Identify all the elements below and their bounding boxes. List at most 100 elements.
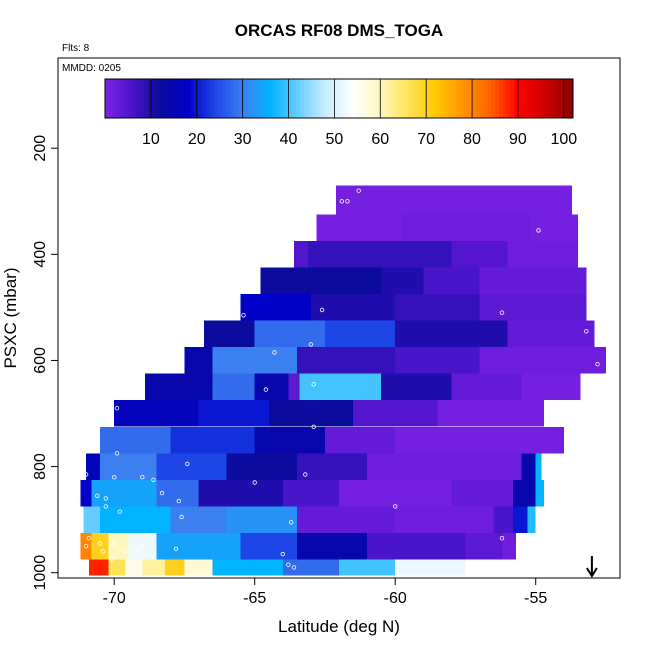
sample-point [114,451,120,456]
heatmap-cell [282,559,339,576]
heatmap-cell [479,347,606,374]
heatmap-cell [535,479,545,507]
colorbar-swatch [475,79,480,118]
sample-point [319,307,325,313]
heatmap-cell [400,214,531,241]
colorbar-swatch [463,79,469,118]
heatmap-cell [204,320,255,348]
colorbar-swatch [510,79,516,118]
heatmap-cell [282,479,339,507]
sample-point [272,350,277,355]
colorbar-swatch [233,79,239,118]
colorbar-swatch [284,79,289,118]
x-tick-label: -55 [524,590,547,607]
colorbar-tick-label: 30 [234,131,252,148]
y-tick-label: 200 [32,135,49,162]
date-annotation: MMDD: 0205 [62,63,121,74]
heatmap-cell [324,320,396,348]
heatmap-cell [294,241,309,268]
colorbar-swatch [183,79,188,118]
heatmap-cell [479,294,587,321]
heatmap-cell [395,559,466,576]
colorbar-swatch [436,79,441,118]
colorbar-swatch [222,79,227,118]
colorbar-swatch [120,79,126,118]
colorbar-swatch [393,79,399,118]
heatmap-cell [254,320,325,348]
sample-point [339,199,344,204]
heatmap-cell [381,267,424,295]
colorbar-swatch [175,79,180,118]
sample-point [311,424,316,429]
colorbar-tick-label: 70 [417,131,435,148]
colorbar-swatch [350,79,356,118]
sample-point [159,490,165,496]
sample-point [134,549,139,554]
colorbar-swatch [108,79,114,118]
heatmap-cell [164,559,185,576]
y-tick-label: 1000 [32,555,49,591]
heatmap-cell [395,294,480,321]
colorbar-tick-label: 40 [280,131,298,148]
colorbar-swatch [292,79,297,118]
colorbar-swatch [541,79,547,118]
sample-point [111,541,117,546]
sample-point [114,406,120,411]
heatmap-cell [114,400,199,427]
heatmap-cell [521,373,581,401]
colorbar-tick-label: 10 [142,131,160,148]
x-tick-label: -60 [384,590,407,607]
heatmap-cell [324,426,396,454]
colorbar-swatch [498,79,504,118]
sample-point [83,544,89,549]
sample-point [280,551,285,557]
colorbar-swatch [557,79,562,118]
heatmap-cell [502,532,517,560]
colorbar-swatch [276,79,282,118]
colorbar-swatch [214,79,219,118]
heatmap-cell [100,426,171,454]
heatmap-cell [100,506,171,533]
sample-point [109,557,114,562]
colorbar-swatch [159,79,165,118]
colorbar-swatch [444,79,449,118]
heatmap-cell [451,373,522,401]
sample-point [595,362,600,367]
heatmap-cell [156,453,227,480]
heatmap-cell [91,532,109,560]
heatmap-cell [240,294,311,321]
colorbar-swatch [237,79,243,118]
heatmap-cell [395,320,508,348]
sample-point [173,546,179,551]
sample-point [263,387,269,392]
chart-title: ORCAS RF08 DMS_TOGA [235,21,443,40]
heatmap-cell [260,267,382,295]
sample-point [140,475,145,480]
flights-annotation: Flts: 8 [62,43,90,54]
colorbar-swatch [171,79,176,118]
x-tick-label: -65 [243,590,266,607]
colorbar-swatch [549,79,555,118]
colorbar-swatch [420,79,426,118]
colorbar-swatch [506,79,512,118]
heatmap-cell [240,532,297,560]
colorbar-swatch [366,79,371,118]
heatmap-cell [451,241,508,268]
sample-point [117,509,122,514]
colorbar-swatch [362,79,367,118]
sample-point [536,228,541,233]
heatmap-cell [125,559,143,576]
arrow-down-icon-head [586,567,598,578]
y-tick-label: 600 [32,347,49,374]
colorbar: 10 20 30 40 50 60 70 80 90 100 [104,78,577,148]
colorbar-swatch [327,79,332,118]
colorbar-swatch [253,79,258,118]
heatmap-cell [465,532,502,560]
sample-point [151,477,156,482]
heatmap-cell [145,373,213,401]
colorbar-swatch [315,79,321,118]
colorbar-swatch [151,79,157,118]
heatmap-cell [170,506,227,533]
colorbar-swatch [241,79,246,118]
